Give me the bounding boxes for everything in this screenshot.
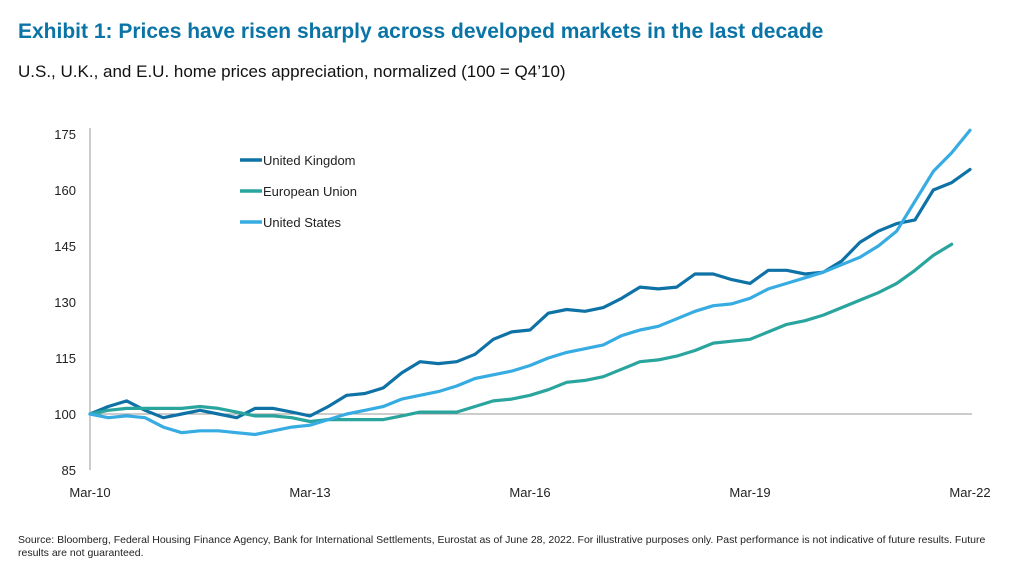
exhibit-title: Exhibit 1: Prices have risen sharply acr… [18, 20, 824, 43]
x-tick-label: Mar-22 [949, 485, 990, 500]
y-tick-label: 85 [62, 463, 76, 478]
series-line-european-union [88, 242, 954, 424]
x-tick-label: Mar-16 [509, 485, 550, 500]
legend-label: United States [263, 215, 342, 230]
y-tick-label: 160 [54, 183, 76, 198]
y-tick-label: 100 [54, 407, 76, 422]
y-tick-label: 130 [54, 295, 76, 310]
series-line-united-states [88, 128, 972, 437]
series-line-united-kingdom [88, 167, 972, 420]
exhibit-subtitle: U.S., U.K., and E.U. home prices appreci… [18, 62, 566, 81]
y-tick-label: 175 [54, 127, 76, 142]
x-tick-label: Mar-19 [729, 485, 770, 500]
source-note: Source: Bloomberg, Federal Housing Finan… [18, 534, 986, 559]
y-tick-label: 115 [55, 351, 76, 366]
legend-label: European Union [263, 184, 357, 199]
legend-label: United Kingdom [263, 153, 356, 168]
y-tick-label: 145 [54, 239, 76, 254]
x-tick-label: Mar-13 [289, 485, 330, 500]
x-tick-label: Mar-10 [69, 485, 110, 500]
